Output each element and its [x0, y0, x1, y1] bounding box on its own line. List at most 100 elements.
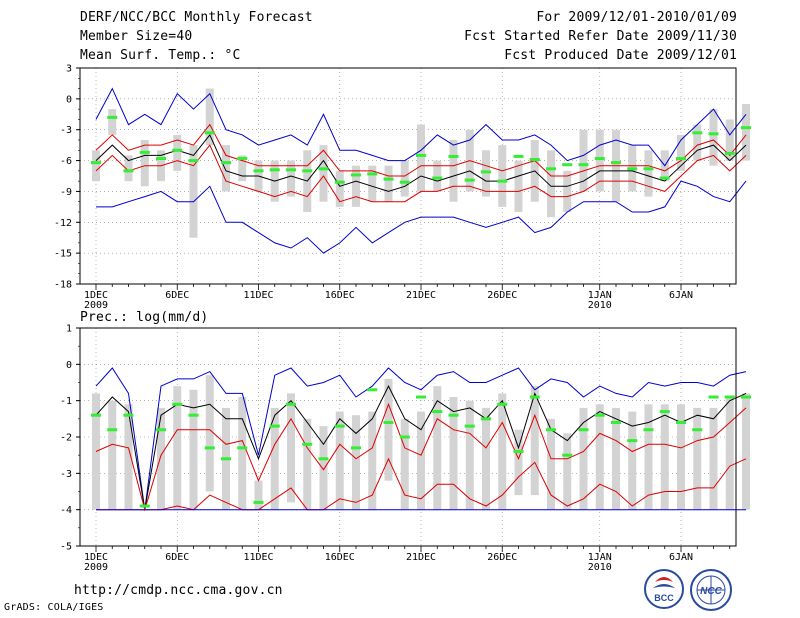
ncc-logo-icon: NCC	[690, 569, 732, 611]
spread-box	[725, 397, 734, 510]
x-tick-label: 11DEC	[243, 552, 273, 563]
spread-box	[189, 145, 198, 238]
spread-box	[644, 404, 653, 510]
x-tick-label: 26DEC	[487, 290, 517, 301]
x-tick-year-label: 2010	[588, 300, 612, 311]
y-tick-label: -6	[60, 156, 72, 167]
spread-box	[709, 109, 718, 166]
spread-box	[465, 400, 474, 510]
x-tick-label: 6DEC	[165, 290, 189, 301]
x-tick-label: 1DEC	[84, 290, 108, 301]
y-tick-label: 0	[66, 94, 72, 105]
series-line-upper	[95, 402, 747, 512]
spread-box	[335, 411, 344, 510]
x-tick-label: 16DEC	[325, 552, 355, 563]
ncc-logo-text: NCC	[700, 586, 722, 597]
x-tick-label: 16DEC	[325, 290, 355, 301]
y-tick-label: 0	[66, 360, 72, 371]
series-line-mean	[95, 384, 747, 510]
spread-box	[368, 165, 377, 202]
x-tick-year-label: 2009	[84, 300, 108, 311]
series-line-lower	[96, 457, 747, 511]
spread-box	[319, 426, 328, 510]
spread-box	[417, 411, 425, 510]
x-tick-label: 11DEC	[243, 290, 273, 301]
spread-box	[173, 134, 182, 171]
spread-box	[433, 160, 442, 192]
spread-box	[514, 160, 523, 212]
spread-box	[92, 393, 100, 510]
x-tick-label: 1DEC	[84, 552, 108, 563]
spread-box	[644, 150, 653, 197]
chart-title: DERF/NCC/BCC Monthly Forecast	[80, 10, 313, 25]
spread-box	[563, 433, 572, 510]
spread-box	[352, 415, 360, 510]
spread-box	[742, 393, 750, 510]
forecast-started-date: Fcst Started Refer Date 2009/11/30	[464, 29, 737, 44]
spread-box	[482, 150, 490, 197]
spread-box	[287, 393, 295, 503]
spread-box	[547, 150, 555, 218]
spread-box	[579, 129, 588, 192]
y-tick-label: 1	[66, 324, 72, 335]
y-tick-label: -12	[54, 218, 72, 229]
spread-box	[677, 134, 685, 171]
spread-box	[742, 104, 750, 161]
spread-box	[498, 393, 507, 510]
forecast-produced-date: Fcst Produced Date 2009/12/01	[504, 48, 737, 63]
spread-box	[595, 404, 604, 510]
x-tick-label: 26DEC	[487, 552, 517, 563]
spread-box	[124, 155, 133, 182]
spread-box	[124, 404, 133, 510]
spread-box	[677, 404, 685, 510]
spread-box	[108, 109, 117, 135]
y-tick-label: -5	[60, 542, 72, 553]
bcc-logo-icon: BCC	[644, 569, 684, 609]
y-tick-label: -9	[60, 187, 72, 198]
y-tick-label: -18	[54, 280, 72, 291]
y-tick-label: -4	[60, 505, 72, 516]
y-tick-label: -2	[60, 433, 72, 444]
spread-box	[108, 400, 117, 510]
spread-box	[140, 140, 149, 187]
spread-box	[660, 404, 669, 510]
spread-box	[530, 386, 539, 496]
spread-box	[287, 160, 295, 197]
spread-box	[368, 411, 377, 510]
y-tick-label: -15	[54, 249, 72, 260]
spread-box	[270, 407, 279, 510]
spread-box	[352, 165, 360, 207]
source-url[interactable]: http://cmdp.ncc.cma.gov.cn	[74, 583, 283, 598]
spread-box	[189, 389, 198, 510]
y-tick-label: 3	[66, 64, 72, 75]
spread-box	[238, 397, 247, 510]
spread-box	[612, 407, 620, 510]
spread-box	[400, 418, 409, 510]
x-tick-label: 21DEC	[406, 552, 436, 563]
series-line-upper	[95, 123, 747, 177]
spread-box	[335, 170, 344, 207]
spread-box	[384, 165, 393, 202]
x-tick-label: 6DEC	[165, 552, 189, 563]
spread-box	[693, 407, 702, 510]
x-tick-label: 21DEC	[406, 290, 436, 301]
spread-box	[579, 407, 588, 510]
bcc-logo: BCC	[643, 568, 685, 610]
member-size-label: Member Size=40	[80, 29, 193, 44]
forecast-period: For 2009/12/01-2010/01/09	[536, 10, 737, 25]
spread-box	[449, 140, 458, 202]
series-line-max	[95, 367, 747, 510]
bcc-logo-text: BCC	[654, 593, 674, 603]
x-tick-label: 1JAN	[588, 552, 612, 563]
spread-box	[628, 411, 637, 510]
spread-box	[547, 418, 555, 510]
series-line-lower	[95, 144, 747, 203]
spread-box	[725, 119, 734, 161]
spread-box	[384, 378, 393, 481]
precip-panel-label: Prec.: log(mm/d)	[80, 310, 209, 325]
spread-box	[319, 145, 328, 202]
spread-box	[693, 124, 702, 161]
